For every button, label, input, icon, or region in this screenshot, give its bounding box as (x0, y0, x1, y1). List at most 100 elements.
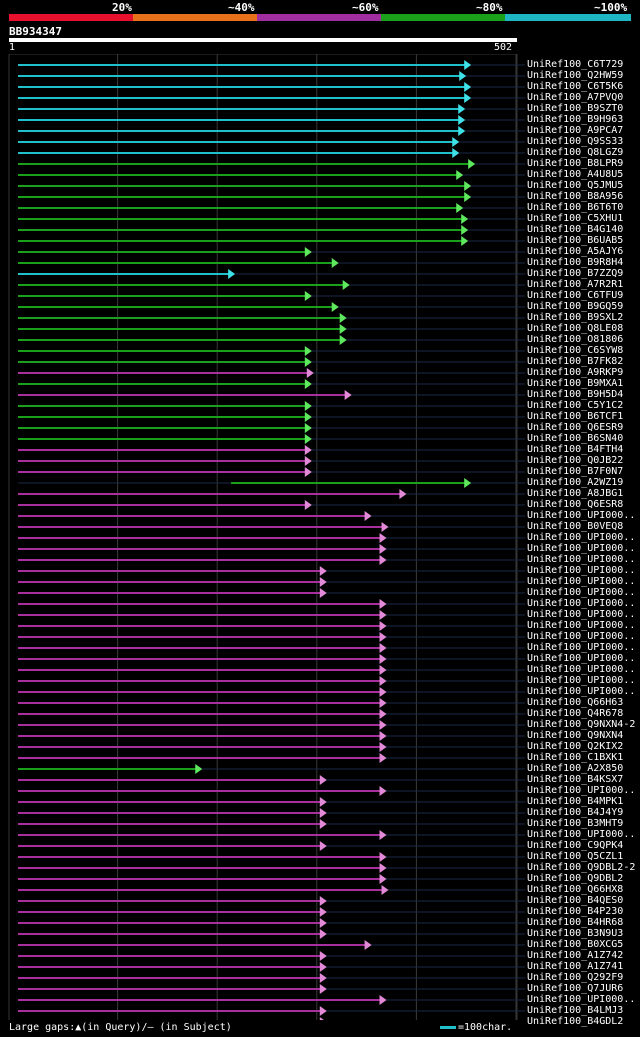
hit-label[interactable]: UniRef100_Q2KIX2 (527, 741, 624, 752)
hit-label[interactable]: UniRef100_C6SYW8 (527, 345, 624, 356)
hit-arrowhead (342, 280, 350, 290)
hit-label[interactable]: UniRef100_Q2HW59 (527, 70, 624, 81)
hit-label[interactable]: UniRef100_B4MPK1 (527, 796, 624, 807)
hit-label[interactable]: UniRef100_A7R2R1 (527, 279, 624, 290)
hit-label[interactable]: UniRef100_A1Z742 (527, 950, 624, 961)
hit-label[interactable]: UniRef100_C6T729 (527, 59, 624, 70)
hit-label[interactable]: UniRef100_O81806 (527, 334, 624, 345)
hit-label[interactable]: UniRef100_UPI000.. (527, 631, 636, 642)
hit-label[interactable]: UniRef100_Q9NXN4 (527, 730, 624, 741)
hit-label[interactable]: UniRef100_B4J4Y9 (527, 807, 624, 818)
hit-label[interactable]: UniRef100_UPI000.. (527, 620, 636, 631)
hit-label[interactable]: UniRef100_B8A956 (527, 191, 624, 202)
hit-label[interactable]: UniRef100_Q9SS33 (527, 136, 624, 147)
hit-arrowhead (364, 940, 372, 950)
hit-label[interactable]: UniRef100_Q6ESR9 (527, 422, 624, 433)
hit-arrowhead (319, 984, 327, 994)
hit-label[interactable]: UniRef100_A9RKP9 (527, 367, 624, 378)
hit-label[interactable]: UniRef100_UPI000.. (527, 829, 636, 840)
hit-label[interactable]: UniRef100_UPI000.. (527, 543, 636, 554)
hit-label[interactable]: UniRef100_C9QPK4 (527, 840, 624, 851)
hit-label[interactable]: UniRef100_UPI000.. (527, 642, 636, 653)
hit-label[interactable]: UniRef100_B4QES0 (527, 895, 624, 906)
hit-label[interactable]: UniRef100_Q4R678 (527, 708, 624, 719)
hit-label[interactable]: UniRef100_Q292F9 (527, 972, 624, 983)
hit-label[interactable]: UniRef100_C1BXK1 (527, 752, 624, 763)
hit-label[interactable]: UniRef100_Q9DBL2-2 (527, 862, 636, 873)
hit-arrowhead (461, 225, 469, 235)
hit-label[interactable]: UniRef100_UPI000.. (527, 653, 636, 664)
hit-label[interactable]: UniRef100_UPI000.. (527, 675, 636, 686)
hit-label[interactable]: UniRef100_UPI000.. (527, 785, 636, 796)
hit-label[interactable]: UniRef100_Q7JUR6 (527, 983, 624, 994)
hit-label[interactable]: UniRef100_UPI000.. (527, 554, 636, 565)
hit-label[interactable]: UniRef100_B4LMJ3 (527, 1005, 624, 1016)
hit-arrowhead (319, 1017, 324, 1020)
hit-arrowhead (379, 830, 387, 840)
hit-label[interactable]: UniRef100_B6T6T0 (527, 202, 624, 213)
hit-label[interactable]: UniRef100_UPI000.. (527, 598, 636, 609)
hit-label[interactable]: UniRef100_UPI000.. (527, 532, 636, 543)
hit-label[interactable]: UniRef100_Q5JMU5 (527, 180, 624, 191)
hit-label[interactable]: UniRef100_UPI000.. (527, 664, 636, 675)
hit-label[interactable]: UniRef100_C6T5K6 (527, 81, 624, 92)
hit-label[interactable]: UniRef100_Q0JB22 (527, 455, 624, 466)
hit-label[interactable]: UniRef100_A4U8U5 (527, 169, 624, 180)
hit-label[interactable]: UniRef100_B4FTH4 (527, 444, 624, 455)
hit-label[interactable]: UniRef100_B0XCG5 (527, 939, 624, 950)
hit-label[interactable]: UniRef100_A5AJY6 (527, 246, 624, 257)
hit-label[interactable]: UniRef100_B9H5D4 (527, 389, 624, 400)
hit-label[interactable]: UniRef100_A2WZ19 (527, 477, 624, 488)
hit-label[interactable]: UniRef100_Q66H63 (527, 697, 624, 708)
hit-arrowhead (306, 368, 314, 378)
hit-label[interactable]: UniRef100_B7ZZQ9 (527, 268, 624, 279)
hit-label[interactable]: UniRef100_B6UAB5 (527, 235, 624, 246)
hit-label[interactable]: UniRef100_B6TCF1 (527, 411, 624, 422)
hit-label[interactable]: UniRef100_B9SZT0 (527, 103, 624, 114)
hit-arrowhead (304, 247, 312, 257)
hit-label[interactable]: UniRef100_UPI000.. (527, 576, 636, 587)
hit-label[interactable]: UniRef100_C5Y1C2 (527, 400, 624, 411)
hit-arrowhead (319, 588, 327, 598)
hit-label[interactable]: UniRef100_B4GDL2 (527, 1016, 624, 1027)
hit-arrowhead (458, 115, 466, 125)
hit-label[interactable]: UniRef100_B4P230 (527, 906, 624, 917)
hit-label[interactable]: UniRef100_B9SXL2 (527, 312, 624, 323)
hit-label[interactable]: UniRef100_B9GQ59 (527, 301, 624, 312)
hit-label[interactable]: UniRef100_A1Z741 (527, 961, 624, 972)
hit-label[interactable]: UniRef100_B0VEQ8 (527, 521, 624, 532)
hit-label[interactable]: UniRef100_A2X850 (527, 763, 624, 774)
hit-label[interactable]: UniRef100_B6SN40 (527, 433, 624, 444)
hit-label[interactable]: UniRef100_B4G140 (527, 224, 624, 235)
hit-label[interactable]: UniRef100_B9R8H4 (527, 257, 624, 268)
hit-label[interactable]: UniRef100_B7FK82 (527, 356, 624, 367)
hit-label[interactable]: UniRef100_B3MHT9 (527, 818, 624, 829)
hit-label[interactable]: UniRef100_Q9DBL2 (527, 873, 624, 884)
hit-label[interactable]: UniRef100_UPI000.. (527, 686, 636, 697)
hit-label[interactable]: UniRef100_B9MXA1 (527, 378, 624, 389)
hit-label[interactable]: UniRef100_UPI000.. (527, 565, 636, 576)
hit-label[interactable]: UniRef100_UPI000.. (527, 609, 636, 620)
hit-label[interactable]: UniRef100_Q6ESR8 (527, 499, 624, 510)
hit-label[interactable]: UniRef100_B9H963 (527, 114, 624, 125)
hit-label[interactable]: UniRef100_B3N9U3 (527, 928, 624, 939)
hit-arrowhead (379, 599, 387, 609)
hit-label[interactable]: UniRef100_A8JBG1 (527, 488, 624, 499)
hit-label[interactable]: UniRef100_B4HR68 (527, 917, 624, 928)
hit-label[interactable]: UniRef100_UPI000.. (527, 994, 636, 1005)
hit-label[interactable]: UniRef100_B4KSX7 (527, 774, 624, 785)
hit-label[interactable]: UniRef100_Q9NXN4-2 (527, 719, 636, 730)
hit-arrowhead (331, 302, 339, 312)
hit-label[interactable]: UniRef100_UPI000.. (527, 587, 636, 598)
hit-label[interactable]: UniRef100_C6TFU9 (527, 290, 624, 301)
hit-label[interactable]: UniRef100_Q66HX8 (527, 884, 624, 895)
hit-label[interactable]: UniRef100_Q8LE08 (527, 323, 624, 334)
hit-label[interactable]: UniRef100_Q8LGZ9 (527, 147, 624, 158)
hit-label[interactable]: UniRef100_UPI000.. (527, 510, 636, 521)
hit-label[interactable]: UniRef100_B7F0N7 (527, 466, 624, 477)
hit-label[interactable]: UniRef100_B8LPR9 (527, 158, 624, 169)
hit-label[interactable]: UniRef100_A7PVQ0 (527, 92, 624, 103)
hit-label[interactable]: UniRef100_C5XHU1 (527, 213, 624, 224)
hit-label[interactable]: UniRef100_Q5CZL1 (527, 851, 624, 862)
hit-label[interactable]: UniRef100_A9PCA7 (527, 125, 624, 136)
